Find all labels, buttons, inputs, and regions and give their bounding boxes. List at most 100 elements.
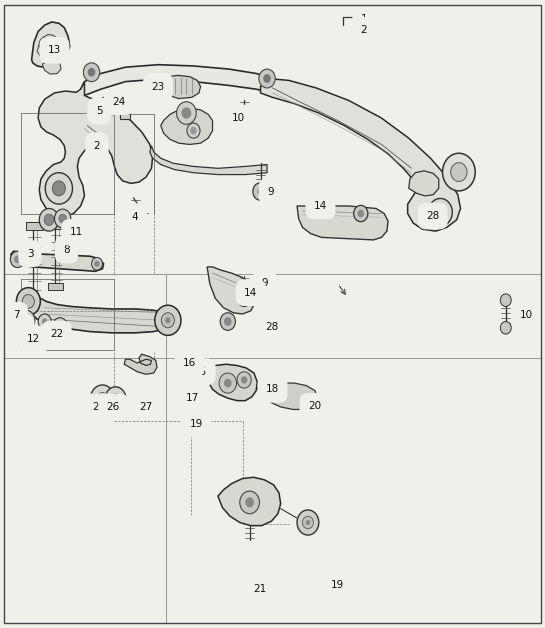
Circle shape xyxy=(241,295,247,302)
Text: 28: 28 xyxy=(265,322,278,332)
Circle shape xyxy=(90,385,114,413)
Circle shape xyxy=(237,372,251,388)
Circle shape xyxy=(39,38,50,50)
Polygon shape xyxy=(43,60,61,74)
Polygon shape xyxy=(409,171,439,196)
Circle shape xyxy=(14,256,21,263)
Circle shape xyxy=(181,107,191,119)
Circle shape xyxy=(57,323,63,330)
Text: 10: 10 xyxy=(519,310,532,320)
Circle shape xyxy=(189,364,198,374)
Bar xyxy=(48,283,63,290)
Circle shape xyxy=(59,214,66,223)
Text: 19: 19 xyxy=(331,580,344,590)
Circle shape xyxy=(306,520,310,525)
Circle shape xyxy=(259,69,275,88)
Circle shape xyxy=(224,317,232,326)
Circle shape xyxy=(253,183,268,200)
Text: 24: 24 xyxy=(112,97,125,107)
Circle shape xyxy=(16,288,40,315)
Circle shape xyxy=(237,290,251,306)
Circle shape xyxy=(38,314,51,329)
Circle shape xyxy=(241,376,247,384)
Text: 13: 13 xyxy=(48,45,61,55)
Text: 7: 7 xyxy=(13,310,20,320)
Circle shape xyxy=(240,491,259,514)
Circle shape xyxy=(45,173,72,204)
Text: 9: 9 xyxy=(267,187,274,197)
Circle shape xyxy=(165,317,171,323)
Polygon shape xyxy=(32,22,70,67)
Text: 1: 1 xyxy=(361,14,367,24)
Text: 12: 12 xyxy=(27,334,40,344)
Circle shape xyxy=(155,305,181,335)
Circle shape xyxy=(44,214,54,225)
Circle shape xyxy=(43,41,47,46)
Text: 14: 14 xyxy=(314,201,327,211)
Text: 25: 25 xyxy=(93,402,106,412)
Circle shape xyxy=(219,373,237,393)
Circle shape xyxy=(22,315,31,325)
Text: 17: 17 xyxy=(186,393,199,403)
Circle shape xyxy=(54,209,71,228)
Text: 4: 4 xyxy=(132,212,138,222)
Polygon shape xyxy=(257,383,317,409)
Text: 14: 14 xyxy=(244,288,257,298)
Circle shape xyxy=(239,114,250,127)
Circle shape xyxy=(42,318,47,325)
Text: 8: 8 xyxy=(63,245,70,255)
Text: 15: 15 xyxy=(194,367,207,377)
Bar xyxy=(26,303,43,311)
Circle shape xyxy=(102,101,110,110)
Text: 11: 11 xyxy=(70,227,83,237)
Circle shape xyxy=(17,310,35,330)
Polygon shape xyxy=(150,146,267,175)
Circle shape xyxy=(257,188,264,195)
Text: 16: 16 xyxy=(183,358,196,368)
Text: 20: 20 xyxy=(308,401,321,411)
Circle shape xyxy=(177,102,196,124)
Circle shape xyxy=(220,313,235,330)
Circle shape xyxy=(184,411,195,423)
Bar xyxy=(48,221,63,229)
Polygon shape xyxy=(218,477,281,526)
Circle shape xyxy=(428,198,452,226)
Polygon shape xyxy=(206,364,257,401)
Text: 26: 26 xyxy=(107,402,120,412)
Text: 21: 21 xyxy=(253,584,266,594)
Text: 5: 5 xyxy=(96,106,102,116)
Polygon shape xyxy=(261,78,461,231)
Circle shape xyxy=(52,181,65,196)
Circle shape xyxy=(22,295,34,308)
Text: 23: 23 xyxy=(152,82,165,92)
Polygon shape xyxy=(297,206,388,240)
Circle shape xyxy=(41,333,49,342)
Text: 28: 28 xyxy=(426,211,439,221)
Circle shape xyxy=(161,313,174,328)
Circle shape xyxy=(10,251,25,268)
Polygon shape xyxy=(207,267,255,314)
Circle shape xyxy=(99,97,114,114)
Bar xyxy=(120,108,130,119)
Circle shape xyxy=(224,379,232,387)
Circle shape xyxy=(297,510,319,535)
Circle shape xyxy=(39,208,59,231)
Circle shape xyxy=(50,45,59,56)
Text: 10: 10 xyxy=(232,113,245,123)
Circle shape xyxy=(187,123,200,138)
Polygon shape xyxy=(164,75,201,99)
Circle shape xyxy=(105,387,126,411)
Text: 3: 3 xyxy=(27,249,33,259)
Text: 2: 2 xyxy=(94,141,100,151)
Text: 9: 9 xyxy=(262,278,268,288)
Text: 6: 6 xyxy=(20,323,26,333)
Polygon shape xyxy=(11,251,104,271)
Text: 2: 2 xyxy=(361,25,367,35)
Circle shape xyxy=(354,205,368,222)
Text: 18: 18 xyxy=(266,384,279,394)
Circle shape xyxy=(245,497,254,507)
Circle shape xyxy=(97,392,108,405)
Text: 27: 27 xyxy=(140,402,153,412)
Circle shape xyxy=(443,153,475,191)
Circle shape xyxy=(52,318,68,335)
